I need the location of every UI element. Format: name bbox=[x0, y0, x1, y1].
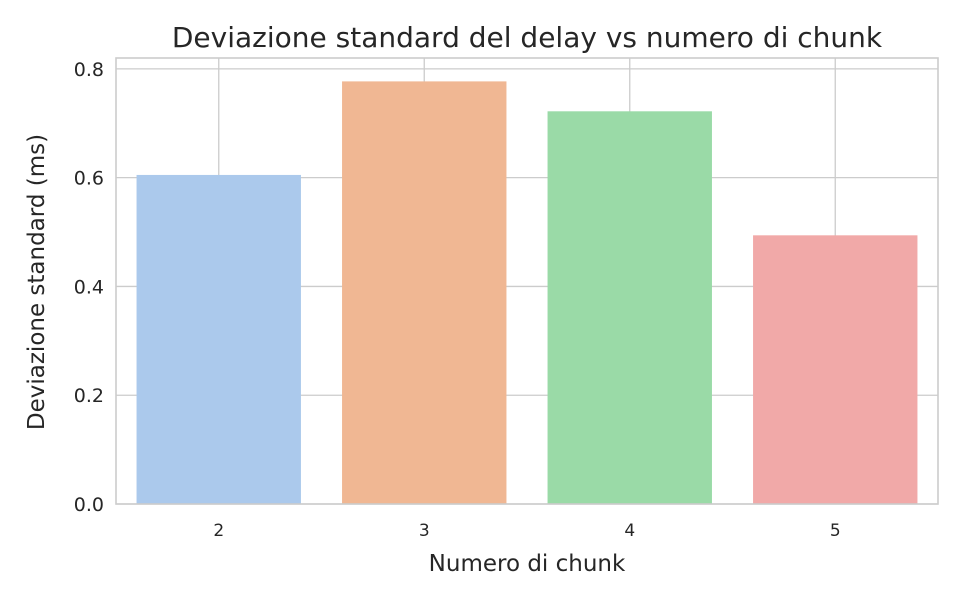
bar-3 bbox=[342, 81, 507, 504]
y-axis-label: Deviazione standard (ms) bbox=[24, 134, 50, 430]
x-tick-label: 2 bbox=[213, 521, 224, 541]
bar-5 bbox=[753, 235, 918, 504]
bars-layer bbox=[136, 81, 918, 505]
y-tick-label: 0.4 bbox=[74, 276, 104, 298]
y-tick-label: 0.8 bbox=[74, 59, 104, 81]
y-tick-label: 0.2 bbox=[74, 385, 104, 407]
x-tick-label: 3 bbox=[419, 521, 430, 541]
plot-frame bbox=[115, 57, 939, 505]
bar-4 bbox=[547, 111, 712, 505]
x-axis-label: Numero di chunk bbox=[429, 551, 626, 577]
x-tick-labels: 2 3 4 5 bbox=[213, 521, 840, 541]
x-tick-label: 5 bbox=[830, 521, 841, 541]
y-tick-label: 0.6 bbox=[74, 168, 104, 190]
bar-2 bbox=[136, 174, 301, 504]
y-tick-labels: 0.0 0.2 0.4 0.6 0.8 bbox=[74, 59, 104, 516]
x-tick-label: 4 bbox=[624, 521, 635, 541]
chart-title: Deviazione standard del delay vs numero … bbox=[172, 21, 883, 54]
y-tick-label: 0.0 bbox=[74, 494, 104, 516]
